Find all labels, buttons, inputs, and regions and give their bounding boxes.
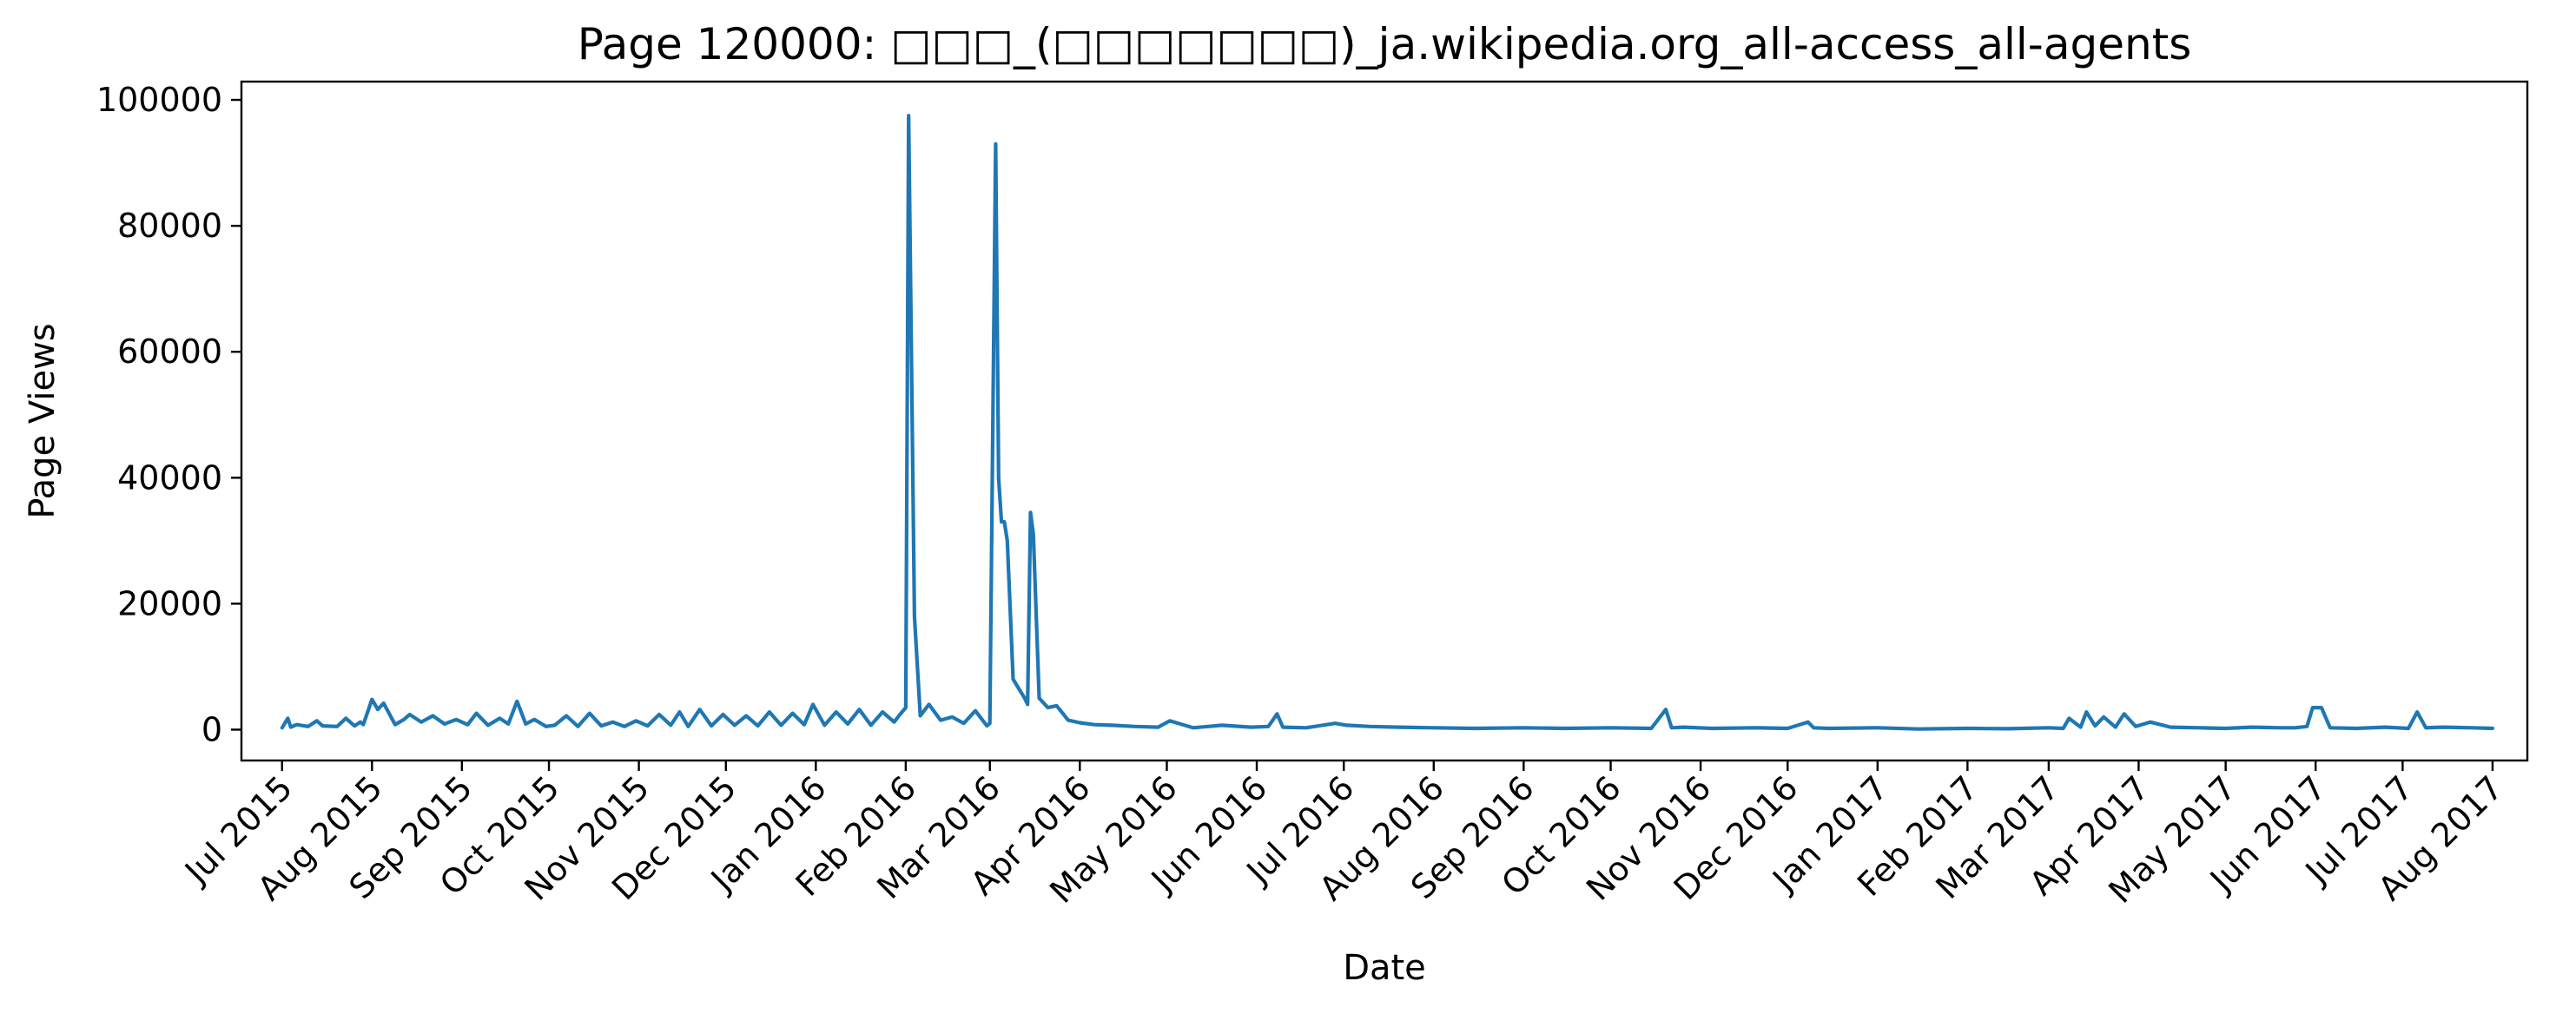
y-tick-label: 60000	[117, 333, 222, 371]
y-axis-label: Page Views	[23, 323, 63, 518]
x-axis-label: Date	[1343, 948, 1426, 988]
y-tick-label: 40000	[117, 458, 222, 497]
y-tick-label: 100000	[96, 81, 222, 119]
y-axis-ticks: 0 20000 40000 60000 80000 100000	[96, 81, 241, 748]
y-tick-label: 20000	[117, 584, 222, 622]
page-views-line	[280, 114, 2494, 731]
y-tick-label: 80000	[117, 207, 222, 245]
plot-frame	[240, 80, 2529, 762]
chart-title: Page 120000: □□□_(□□□□□□□)_ja.wikipedia.…	[578, 19, 2192, 69]
y-tick-label: 0	[201, 710, 222, 748]
